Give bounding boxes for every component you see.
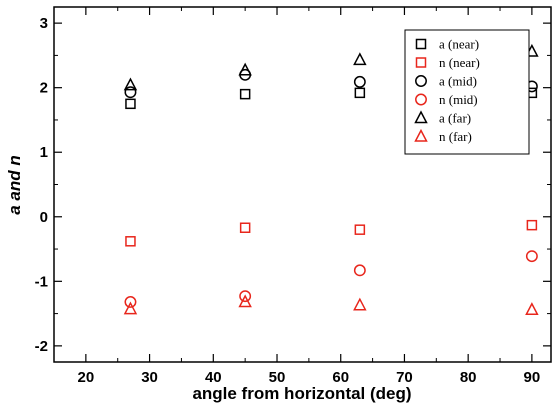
data-point — [123, 77, 138, 91]
data-point — [125, 236, 136, 247]
x-tick-label: 90 — [524, 369, 541, 386]
data-point — [525, 250, 538, 263]
legend-marker — [415, 57, 427, 68]
legend-label: n (mid) — [439, 92, 478, 107]
data-point — [239, 290, 252, 303]
data-point — [239, 222, 251, 233]
data-point — [125, 98, 136, 110]
data-point — [525, 302, 539, 315]
x-tick-label: 20 — [78, 369, 95, 386]
legend-marker — [415, 93, 427, 106]
legend-label: a (mid) — [439, 74, 477, 89]
data-point — [353, 264, 366, 277]
legend-label: n (far) — [439, 129, 472, 144]
y-tick-label: 0 — [40, 209, 48, 226]
x-tick-label: 30 — [141, 369, 158, 386]
y-tick-label: -2 — [35, 338, 48, 355]
data-point — [353, 52, 367, 66]
x-tick-label: 80 — [460, 369, 477, 386]
legend: a (near) n (near) a (mid) n (mid) a (far) n (… — [404, 29, 530, 155]
legend-label: n (near) — [439, 55, 480, 70]
data-point — [124, 296, 137, 308]
y-tick-label: -1 — [35, 273, 48, 290]
legend-marker — [414, 110, 428, 124]
data-point — [353, 75, 366, 88]
data-point — [238, 62, 252, 76]
data-points — [123, 43, 539, 315]
x-axis-label: angle from horizontal (deg) — [192, 384, 411, 403]
data-point — [526, 219, 538, 231]
y-tick-label: 3 — [40, 15, 48, 32]
axis-ticks: 20 30 40 50 60 70 80 90 -2 -1 0 1 2 3 — [35, 7, 551, 386]
data-point — [123, 301, 138, 315]
data-point — [239, 88, 251, 100]
y-tick-label: 2 — [40, 80, 48, 97]
x-tick-label: 50 — [269, 369, 286, 386]
data-point — [353, 297, 367, 311]
data-point — [354, 224, 366, 235]
y-axis-label: a and n — [5, 155, 24, 215]
data-point — [124, 86, 137, 99]
legend-label: a (far) — [439, 111, 471, 126]
legend-marker — [414, 128, 428, 142]
legend-marker — [415, 38, 427, 50]
legend-label: a (near) — [439, 37, 479, 52]
y-tick-label: 1 — [40, 144, 48, 161]
x-tick-label: 40 — [205, 369, 222, 386]
data-point — [354, 87, 366, 99]
data-point — [238, 294, 252, 308]
x-tick-label: 70 — [396, 369, 413, 386]
x-tick-label: 60 — [332, 369, 349, 386]
legend-marker — [415, 75, 427, 87]
legend-box — [404, 29, 530, 155]
